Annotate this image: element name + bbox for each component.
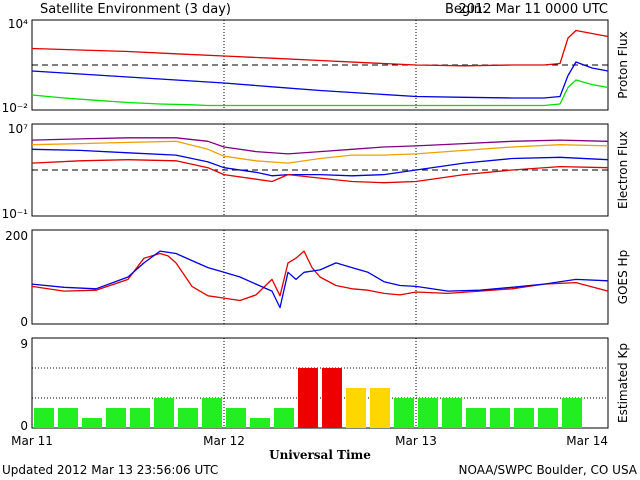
kp-bar-22	[562, 398, 582, 428]
goes-hp-panel: 200 0 GOES Hp	[5, 229, 630, 329]
kp-bars-group	[32, 338, 608, 428]
x-axis-title: Universal Time	[269, 448, 371, 462]
proton-ytick-top: 10⁴	[8, 17, 28, 31]
kp-bar-5	[154, 398, 174, 428]
kp-bar-0	[34, 408, 54, 428]
credit-text: NOAA/SWPC Boulder, CO USA	[459, 463, 638, 477]
proton-series-blue-1	[31, 61, 609, 99]
kp-bar-18	[466, 408, 486, 428]
goes-hp-ytick-bottom: 0	[20, 315, 28, 329]
electron-panel: 10⁷ 10⁻¹ Electron Flux	[2, 122, 630, 221]
goes-hp-series-group	[31, 230, 609, 324]
kp-bar-13	[346, 388, 366, 428]
kp-bar-21	[538, 408, 558, 428]
kp-bar-12	[322, 368, 342, 428]
begin-label: Begin:	[445, 2, 486, 17]
kp-panel: 9 0 Estimated Kp	[20, 337, 630, 433]
electron-series-purple-0	[31, 137, 609, 155]
kp-bar-7	[202, 398, 222, 428]
electron-series-red-3	[31, 159, 609, 184]
kp-ylabel: Estimated Kp	[616, 343, 630, 423]
kp-bar-15	[394, 398, 414, 428]
proton-series-red-0	[31, 29, 609, 67]
electron-series-orange-1	[31, 140, 609, 164]
proton-series-group	[31, 20, 609, 110]
electron-ytick-top: 10⁷	[8, 122, 28, 136]
proton-ylabel: Proton Flux	[616, 31, 630, 98]
kp-bar-1	[58, 408, 78, 428]
kp-bar-9	[250, 418, 270, 428]
chart-title: Satellite Environment (3 day)	[40, 2, 231, 17]
kp-bar-2	[82, 418, 102, 428]
goes-hp-ytick-top: 200	[5, 229, 28, 243]
electron-ylabel: Electron Flux	[616, 131, 630, 209]
electron-series-group	[31, 124, 609, 216]
kp-bar-3	[106, 408, 126, 428]
goes-hp-panel-frame	[31, 229, 609, 325]
kp-bar-4	[130, 408, 150, 428]
proton-series-green-2	[31, 79, 609, 107]
goes_hp-series-blue-1	[31, 250, 609, 309]
x-tick-label-mar12: Mar 12	[203, 434, 245, 448]
begin-value: 2012 Mar 11 0000 UTC	[458, 2, 608, 17]
kp-bar-17	[442, 398, 462, 428]
kp-panel-frame	[31, 337, 609, 429]
x-tick-label-mar13: Mar 13	[395, 434, 437, 448]
updated-timestamp: Updated 2012 Mar 13 23:56:06 UTC	[2, 463, 218, 477]
kp-ytick-top: 9	[20, 337, 28, 351]
kp-bar-19	[490, 408, 510, 428]
kp-bar-8	[226, 408, 246, 428]
kp-ytick-bottom: 0	[20, 419, 28, 433]
x-axis: Mar 11 Mar 12 Mar 13 Mar 14 Universal Ti…	[11, 434, 608, 462]
proton-panel: 10⁴ 10⁻² Proton Flux	[2, 17, 630, 115]
goes_hp-series-red-0	[31, 250, 609, 302]
electron-ytick-bottom: 10⁻¹	[2, 207, 29, 221]
x-tick-label-mar11: Mar 11	[11, 434, 53, 448]
kp-bar-10	[274, 408, 294, 428]
x-tick-label-mar14: Mar 14	[566, 434, 608, 448]
proton-ytick-bottom: 10⁻²	[2, 101, 29, 115]
kp-bar-6	[178, 408, 198, 428]
goes-hp-ylabel: GOES Hp	[616, 250, 630, 304]
kp-bar-14	[370, 388, 390, 428]
kp-bar-20	[514, 408, 534, 428]
kp-bar-11	[298, 368, 318, 428]
kp-bar-16	[418, 398, 438, 428]
